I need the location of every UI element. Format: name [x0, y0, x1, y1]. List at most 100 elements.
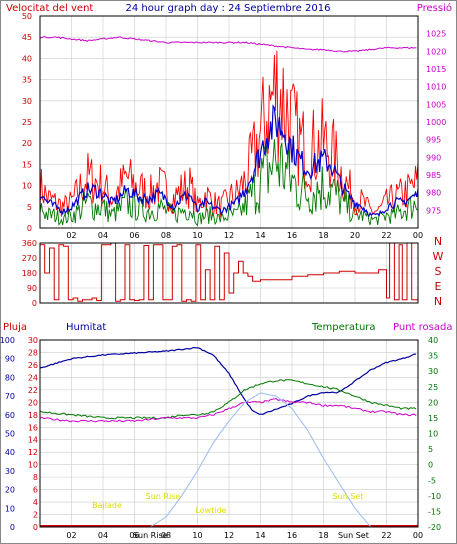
wind-y-left-tick: 50: [22, 12, 32, 21]
rain-y-tick: 10: [28, 461, 38, 470]
humidity-y-tick: 10: [5, 504, 15, 513]
wind-y-right-tick: 985: [426, 171, 441, 180]
temperature-y-tick: 30: [428, 367, 438, 376]
climate-series: [39, 346, 418, 528]
direction-y-tick: 270: [22, 254, 37, 263]
temperature-y-tick: -10: [428, 492, 441, 501]
wind-y-left-tick: 40: [22, 54, 32, 63]
wind-x-tick: 18: [318, 231, 328, 240]
humidity-label: Humitat: [66, 322, 106, 333]
wind-y-left-tick: 0: [27, 224, 32, 233]
direction-compass-label: S: [435, 265, 442, 278]
humidity-line: [39, 346, 417, 415]
rain-y-tick: 26: [28, 361, 38, 370]
wind-y-right-tick: 1000: [426, 118, 446, 127]
wind-right-label: Pressió: [417, 2, 452, 14]
solar-curve: [150, 392, 372, 528]
rain-y-tick: 16: [28, 423, 38, 432]
wind-y-right-tick: 1010: [426, 83, 446, 92]
wind-x-tick: 06: [129, 231, 139, 240]
wind-direction-line: [40, 242, 418, 302]
temperature-y-tick: 0: [428, 461, 433, 470]
wind-x-tick: 16: [287, 231, 297, 240]
temperature-y-tick: 15: [428, 414, 438, 423]
rain-y-tick: 18: [28, 411, 38, 420]
wind-left-label: Velocitat del vent: [6, 3, 93, 14]
rain-y-tick: 12: [28, 448, 38, 457]
pressure-line: [39, 35, 417, 53]
wind-y-left-tick: 10: [22, 182, 32, 191]
wind-y-left-tick: 20: [22, 139, 32, 148]
wind-x-tick: 10: [192, 231, 202, 240]
wind-x-tick: 14: [255, 231, 265, 240]
rain-y-tick: 8: [33, 473, 38, 482]
rain-label: Pluja: [3, 322, 27, 333]
dewpoint-label: Punt rosada: [393, 322, 452, 333]
wind-chart-title: 24 hour graph day : 24 Septiembre 2016: [126, 3, 331, 14]
wind-y-left-tick: 35: [22, 76, 32, 85]
wind-y-right-tick: 1020: [426, 47, 446, 56]
avg-speed-line: [39, 104, 419, 218]
rain-y-tick: 2: [33, 511, 38, 520]
humidity-y-tick: 90: [5, 355, 15, 364]
wind-speed-line: [39, 139, 419, 227]
direction-series: [40, 242, 418, 302]
direction-y-tick: 360: [22, 239, 37, 248]
wind-y-left-ticks: 0 5 10 15 20 25 30 35 40 45 50: [22, 12, 32, 233]
wind-y-left-tick: 45: [22, 33, 32, 42]
rain-y-tick: 6: [33, 486, 38, 495]
lowtide-annotation: Lowtide: [195, 506, 226, 515]
rain-y-tick: 4: [33, 498, 38, 507]
rain-y-tick: 30: [28, 336, 38, 345]
direction-compass-label: N: [434, 235, 442, 248]
sunrise-annotation: Sun Rise: [146, 492, 181, 501]
wind-x-tick: 02: [66, 231, 76, 240]
humidity-y-tick: 100: [0, 336, 15, 345]
wind-y-left-tick: 25: [22, 118, 32, 127]
climate-x-tick: 10: [192, 531, 202, 540]
temperature-y-tick: 25: [428, 383, 438, 392]
wind-y-right-tick: 990: [426, 153, 441, 162]
climate-x-tick: Sun Set: [338, 531, 369, 540]
sunset-annotation: Sun Set: [333, 492, 364, 501]
climate-x-tick: 06: [129, 531, 139, 540]
temperature-y-tick: 5: [428, 445, 433, 454]
temperature-y-tick: -20: [428, 523, 441, 532]
humidity-y-tick: 20: [5, 486, 15, 495]
humidity-y-tick: 0: [10, 523, 15, 532]
direction-plot-frame: [39, 242, 419, 304]
direction-compass-label: E: [435, 280, 442, 293]
direction-y-tick: 0: [32, 299, 37, 308]
direction-compass-label: W: [433, 250, 444, 263]
wind-grid: [40, 15, 419, 229]
rain-y-tick: 22: [28, 386, 38, 395]
temperature-y-tick: 35: [428, 352, 438, 361]
climate-x-tick: Sun Rise: [133, 531, 168, 540]
climate-x-tick: 22: [381, 531, 391, 540]
direction-y-tick: 180: [22, 269, 37, 278]
temperature-y-tick: -15: [428, 507, 441, 516]
direction-compass-label: N: [434, 295, 442, 308]
humidity-y-tick: 50: [5, 430, 15, 439]
wind-x-tick: 22: [381, 231, 391, 240]
temperature-label: Temperatura: [311, 322, 376, 333]
rain-y-tick: 20: [28, 398, 38, 407]
climate-x-tick: 16: [287, 531, 297, 540]
wind-y-right-tick: 1015: [426, 65, 446, 74]
wind-y-left-tick: 5: [27, 203, 32, 212]
rain-y-tick: 28: [28, 348, 38, 357]
dewpoint-line: [39, 398, 417, 423]
climate-x-tick: 14: [255, 531, 265, 540]
climate-x-tick: 08: [161, 531, 171, 540]
wind-x-tick: 08: [161, 231, 171, 240]
wind-x-tick: 00: [413, 231, 423, 240]
wind-x-tick: 04: [98, 231, 108, 240]
rain-y-tick: 24: [28, 373, 38, 382]
humidity-y-tick: 60: [5, 411, 15, 420]
wind-x-tick: 20: [350, 231, 360, 240]
